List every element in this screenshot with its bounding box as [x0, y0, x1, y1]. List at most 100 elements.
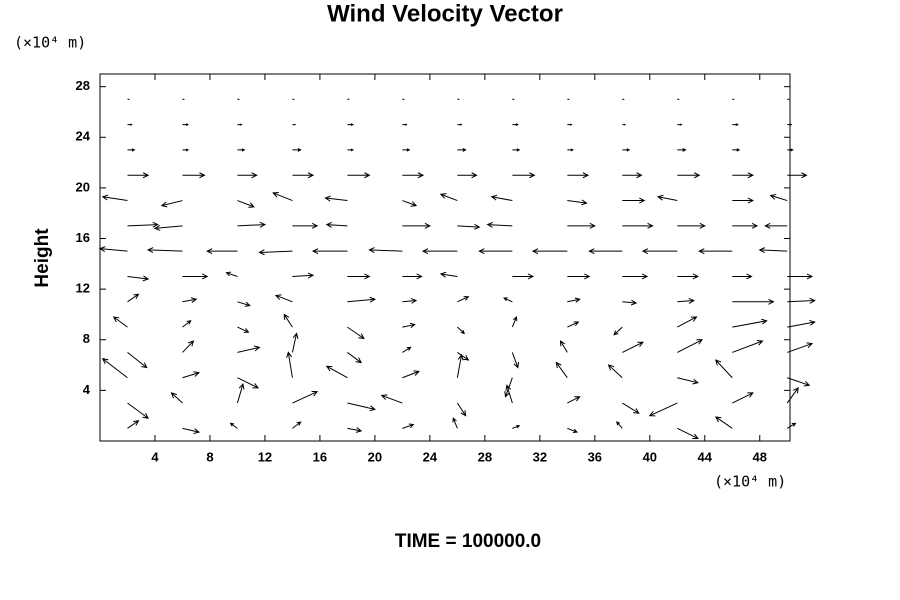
wind-vector [555, 361, 568, 379]
y-tick-label: 16 [76, 230, 90, 245]
wind-vector [567, 396, 581, 404]
wind-vector [622, 273, 649, 280]
wind-vector [456, 353, 464, 378]
wind-vector [505, 384, 513, 404]
wind-vector [567, 123, 573, 126]
wind-vector [512, 425, 521, 429]
y-tick-label: 4 [83, 382, 91, 397]
wind-vector [567, 273, 591, 280]
wind-vector [677, 316, 698, 328]
wind-vector [286, 351, 293, 378]
wind-vector [237, 377, 260, 389]
wind-vector [98, 246, 128, 253]
wind-vector [237, 345, 261, 353]
wind-vector [588, 248, 623, 255]
wind-vector [127, 402, 150, 419]
wind-vector [182, 371, 201, 379]
wind-vector [677, 123, 683, 126]
wind-vector [457, 123, 463, 126]
y-unit: (×10⁴ m) [14, 34, 86, 52]
wind-vector [457, 148, 467, 152]
wind-vector [274, 294, 293, 303]
wind-vector [656, 194, 678, 202]
caption: TIME = 100000.0 [395, 531, 541, 552]
wind-vector [732, 318, 768, 328]
wind-vector [622, 341, 644, 353]
wind-vector [283, 313, 293, 328]
wind-vector [402, 123, 408, 126]
wind-vector [237, 172, 258, 179]
wind-vector [478, 248, 513, 255]
wind-vector [237, 301, 251, 307]
wind-vector [402, 370, 420, 379]
wind-vector [347, 148, 355, 152]
wind-vector [607, 364, 623, 379]
wind-vector [421, 248, 458, 255]
wind-vector [347, 123, 355, 127]
wind-vector [402, 222, 431, 229]
wind-vector [292, 272, 315, 279]
wind-vector [490, 194, 513, 202]
wind-vector [457, 223, 481, 230]
wind-vector [127, 172, 150, 179]
wind-vector [567, 427, 578, 433]
wind-vector [616, 421, 623, 429]
wind-vector [439, 271, 458, 278]
wind-vector [347, 296, 377, 303]
wind-vector [732, 298, 775, 305]
wind-vector [504, 377, 513, 398]
x-tick-label: 4 [151, 449, 159, 464]
wind-vector [347, 172, 371, 179]
wind-vector [127, 420, 140, 429]
wind-vector [698, 248, 733, 255]
wind-vector [567, 321, 580, 328]
x-tick-label: 16 [313, 449, 327, 464]
wind-vector [715, 359, 733, 379]
wind-vector [153, 225, 183, 231]
wind-vector [292, 172, 315, 179]
wind-vector [236, 382, 245, 404]
y-tick-label: 20 [76, 179, 90, 194]
wind-vector [732, 392, 754, 404]
wind-vector [127, 221, 159, 228]
wind-vector [567, 172, 590, 179]
wind-vector [402, 346, 412, 353]
wind-vector [622, 123, 627, 126]
x-tick-label: 44 [698, 449, 713, 464]
wind-vector [182, 273, 209, 280]
wind-vector [127, 148, 136, 152]
wind-vector [439, 193, 458, 202]
wind-vector [402, 423, 415, 429]
wind-vector [769, 194, 788, 202]
wind-vector [559, 340, 568, 353]
wind-vector [457, 172, 478, 179]
wind-vector [787, 342, 814, 353]
wind-vector [402, 322, 416, 329]
wind-vector [457, 326, 466, 335]
wind-vector [732, 123, 739, 127]
wind-vector [677, 148, 687, 152]
wind-vector [368, 247, 403, 254]
wind-vector [486, 221, 513, 228]
wind-vector [732, 172, 755, 179]
wind-vector [182, 172, 206, 179]
wind-vector [531, 248, 568, 255]
wind-vector [764, 222, 788, 229]
wind-vector [457, 296, 470, 303]
wind-vector [786, 422, 797, 429]
y-tick-label: 12 [76, 281, 90, 296]
y-axis-label: Height [32, 228, 53, 288]
wind-vector [402, 172, 425, 179]
wind-vector [567, 222, 596, 229]
wind-vector [237, 221, 267, 228]
x-unit: (×10⁴ m) [714, 473, 786, 491]
wind-vector [677, 377, 699, 385]
wind-vector [622, 197, 646, 204]
wind-vector [732, 148, 741, 152]
wind-vector [182, 123, 190, 127]
wind-vector [127, 293, 140, 303]
wind-vector [787, 377, 811, 387]
wind-vector [512, 273, 535, 280]
wind-vector [182, 427, 201, 434]
